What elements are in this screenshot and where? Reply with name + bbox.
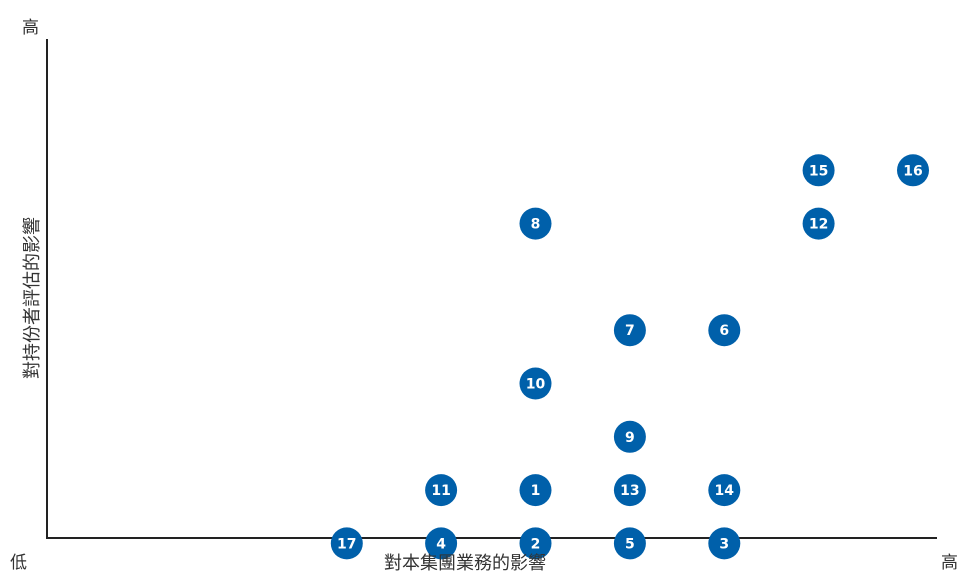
data-point: 16	[897, 154, 929, 187]
data-point: 3	[708, 527, 741, 560]
data-point: 1	[519, 474, 552, 507]
y-axis-title: 對持份者評估的影響	[22, 217, 43, 379]
data-point-label: 15	[809, 163, 828, 179]
data-point: 6	[708, 314, 741, 347]
data-point-label: 4	[436, 536, 446, 552]
data-point-label: 13	[620, 483, 639, 499]
data-point-label: 14	[715, 483, 735, 499]
data-point-marker	[708, 527, 741, 560]
data-point-label: 16	[903, 163, 922, 179]
data-point-label: 3	[719, 536, 729, 552]
data-point-label: 8	[531, 217, 541, 233]
data-point: 4	[425, 527, 458, 560]
data-point-label: 7	[625, 323, 635, 339]
data-point-marker	[519, 367, 552, 400]
data-point: 14	[708, 474, 741, 507]
data-point-marker	[613, 474, 646, 507]
data-point-marker	[802, 154, 835, 187]
x-axis-high-label: 高	[941, 553, 958, 573]
data-point: 2	[519, 527, 552, 560]
y-axis-high-label: 高	[22, 18, 39, 38]
data-point-marker	[613, 420, 646, 453]
data-point-marker	[425, 527, 458, 560]
data-point: 8	[519, 207, 552, 240]
data-point-label: 11	[431, 483, 450, 499]
data-point-label: 2	[531, 536, 541, 552]
data-point: 13	[613, 474, 646, 507]
data-point-marker	[897, 154, 929, 187]
x-axis-title: 對本集團業務的影響	[384, 553, 546, 574]
data-point: 15	[802, 154, 835, 187]
data-point-label: 10	[526, 377, 546, 393]
data-point-label: 9	[625, 430, 635, 446]
data-point-marker	[708, 474, 741, 507]
data-point-label: 6	[719, 323, 729, 339]
data-point-marker	[330, 527, 363, 560]
x-axis-low-label: 低	[10, 553, 27, 573]
data-point: 7	[613, 314, 646, 347]
data-point-marker	[519, 527, 552, 560]
data-point-marker	[613, 314, 646, 347]
data-point-marker	[613, 527, 646, 560]
data-point-label: 5	[625, 536, 635, 552]
data-point: 11	[425, 474, 458, 507]
data-point: 5	[613, 527, 646, 560]
data-point-label: 17	[337, 536, 356, 552]
data-point-marker	[519, 474, 552, 507]
data-point: 17	[330, 527, 363, 560]
data-point-marker	[708, 314, 741, 347]
data-point-marker	[425, 474, 458, 507]
data-point: 9	[613, 420, 646, 453]
data-point-label: 1	[531, 483, 541, 499]
data-point: 10	[519, 367, 552, 400]
data-point: 12	[802, 207, 835, 240]
data-point-marker	[802, 207, 835, 240]
data-point-marker	[519, 207, 552, 240]
data-point-label: 12	[809, 217, 828, 233]
